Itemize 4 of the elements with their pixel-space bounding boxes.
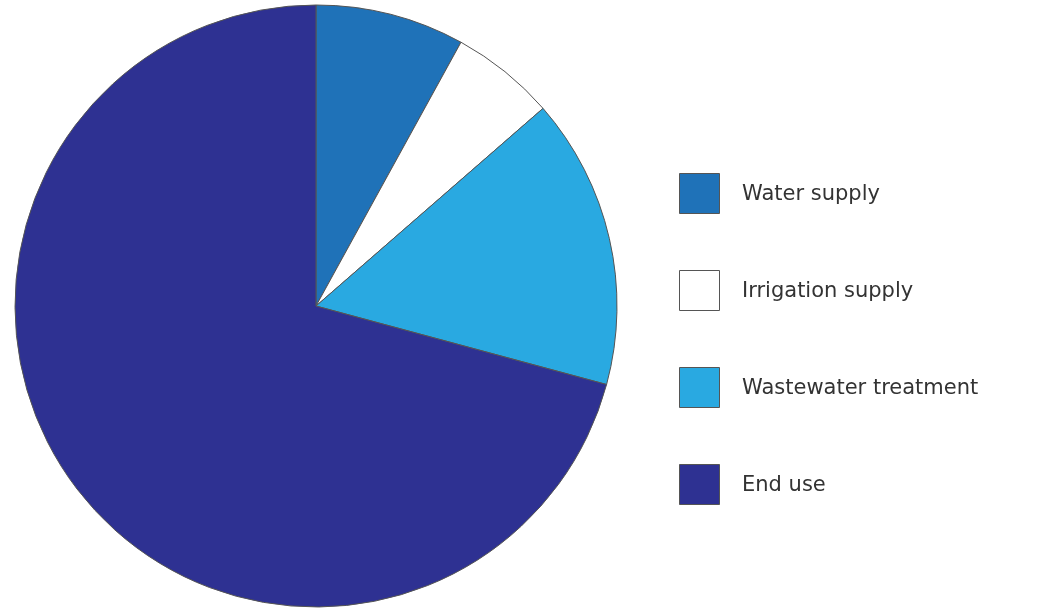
legend-label: Wastewater treatment bbox=[742, 374, 979, 399]
legend-label: End use bbox=[742, 471, 826, 496]
legend-label: Water supply bbox=[742, 180, 880, 205]
legend-label: Irrigation supply bbox=[742, 277, 914, 302]
